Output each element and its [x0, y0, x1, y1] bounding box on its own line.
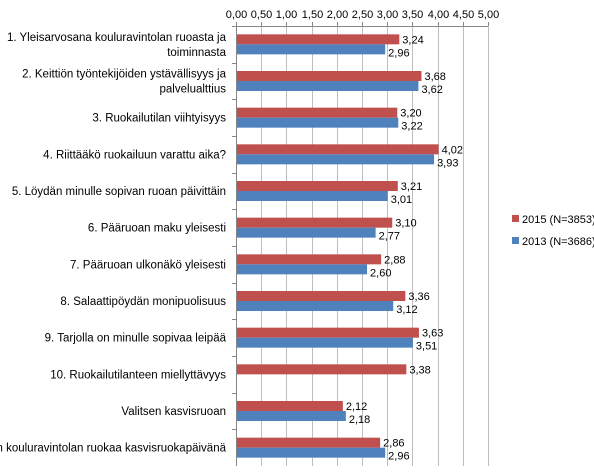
data-label: 3,63: [422, 328, 443, 340]
bar-2015: [237, 401, 343, 411]
category-label: palvelualttius: [160, 84, 227, 96]
data-label: 3,22: [401, 121, 422, 133]
bar-2015: [237, 217, 393, 228]
data-label: 3,24: [402, 34, 423, 46]
data-label: 2,86: [383, 438, 404, 450]
bar-2013: [237, 264, 368, 275]
data-label: 2,96: [388, 47, 409, 59]
x-tick-label: 2,00: [327, 9, 348, 21]
legend-swatch: [512, 215, 519, 222]
category-label: Valitsen kasvisruoan: [121, 406, 226, 418]
data-label: 3,38: [409, 364, 430, 376]
data-label: 3,01: [391, 194, 412, 206]
x-tick-label: 5,00: [478, 9, 499, 21]
category-label: 6. Pääruoan maku yleisesti: [88, 223, 226, 235]
bar-2015: [237, 327, 419, 338]
data-label: 2,12: [346, 401, 367, 413]
legend-label: 2015 (N=3853): [522, 214, 594, 226]
bar-2013: [237, 117, 399, 128]
category-labels: 1. Yleisarvosana kouluravintolan ruoasta…: [0, 32, 227, 455]
data-label: 3,21: [401, 181, 422, 193]
bar-2015: [237, 364, 407, 375]
bar-2015: [237, 71, 422, 81]
bar-2015: [237, 144, 439, 155]
category-label: 9. Tarjolla on minulle sopivaa leipää: [45, 333, 227, 345]
data-label: 3,12: [396, 304, 417, 316]
data-label: 4,02: [442, 144, 463, 156]
bar-2015: [237, 107, 398, 118]
category-label: 10. Ruokailutilanteen miellyttävyys: [50, 369, 226, 381]
x-tick-label: 1,00: [276, 9, 297, 21]
data-label: 2,96: [388, 451, 409, 463]
category-label: 1. Yleisarvosana kouluravintolan ruoasta…: [7, 32, 227, 44]
data-label: 3,68: [424, 71, 445, 83]
category-label: Syön kouluravintolan ruokaa kasvisruokap…: [0, 443, 227, 455]
x-tick-label: 0,00: [226, 9, 247, 21]
bar-2013: [237, 154, 435, 165]
bar-2013: [237, 191, 388, 201]
data-label: 3,62: [421, 84, 442, 96]
gridlines: [236, 26, 489, 466]
x-tick-label: 0,50: [251, 9, 272, 21]
category-label: 7. Pääruoan ulkonäkö yleisesti: [70, 259, 226, 271]
bar-2013: [237, 227, 376, 238]
bar-2013: [237, 301, 394, 311]
legend: 2015 (N=3853) 2013 (N=3686): [512, 214, 594, 248]
category-label: 8. Salaattipöydän monipuolisuus: [60, 296, 226, 308]
bars: 3,242,963,683,623,203,224,023,933,213,01…: [237, 34, 463, 463]
category-label: toiminnasta: [167, 47, 226, 59]
bar-2015: [237, 291, 406, 301]
category-label: 5. Löydän minulle sopivan ruoan päivittä…: [12, 186, 226, 198]
bar-2015: [237, 34, 400, 45]
bar-2015: [237, 437, 381, 448]
x-tick-label: 1,50: [302, 9, 323, 21]
x-tick-label: 3,50: [402, 9, 423, 21]
bar-2015: [237, 254, 382, 265]
bar-2015: [237, 181, 398, 191]
data-label: 3,51: [416, 341, 437, 353]
bar-2013: [237, 44, 386, 55]
data-label: 2,88: [384, 254, 405, 266]
bar-2013: [237, 337, 413, 348]
category-label: 4. Riittääkö ruokailuun varattu aika?: [43, 149, 226, 161]
category-label: 3. Ruokailutilan viihtyisyys: [92, 113, 226, 125]
x-axis-ticks: 0,00 0,50 1,00 1,50 2,00 2,50 3,00 3,50 4,00 4,50…: [226, 9, 499, 466]
data-label: 2,77: [379, 231, 400, 243]
x-tick-label: 4,50: [453, 9, 474, 21]
category-label: 2. Keittiön työntekijöiden ystävällisyys…: [22, 69, 227, 81]
x-tick-label: 4,00: [428, 9, 449, 21]
data-label: 3,93: [437, 157, 458, 169]
data-label: 2,18: [349, 414, 370, 426]
x-tick-label: 3,00: [377, 9, 398, 21]
x-tick-label: 2,50: [352, 9, 373, 21]
data-label: 2,60: [370, 267, 391, 279]
data-label: 3,20: [400, 108, 421, 120]
data-label: 3,36: [408, 291, 429, 303]
bar-2013: [237, 447, 386, 458]
bar-2013: [237, 411, 346, 421]
legend-swatch: [512, 237, 519, 244]
bar-2013: [237, 81, 419, 91]
legend-label: 2013 (N=3686): [522, 236, 594, 248]
data-label: 3,10: [395, 218, 416, 230]
